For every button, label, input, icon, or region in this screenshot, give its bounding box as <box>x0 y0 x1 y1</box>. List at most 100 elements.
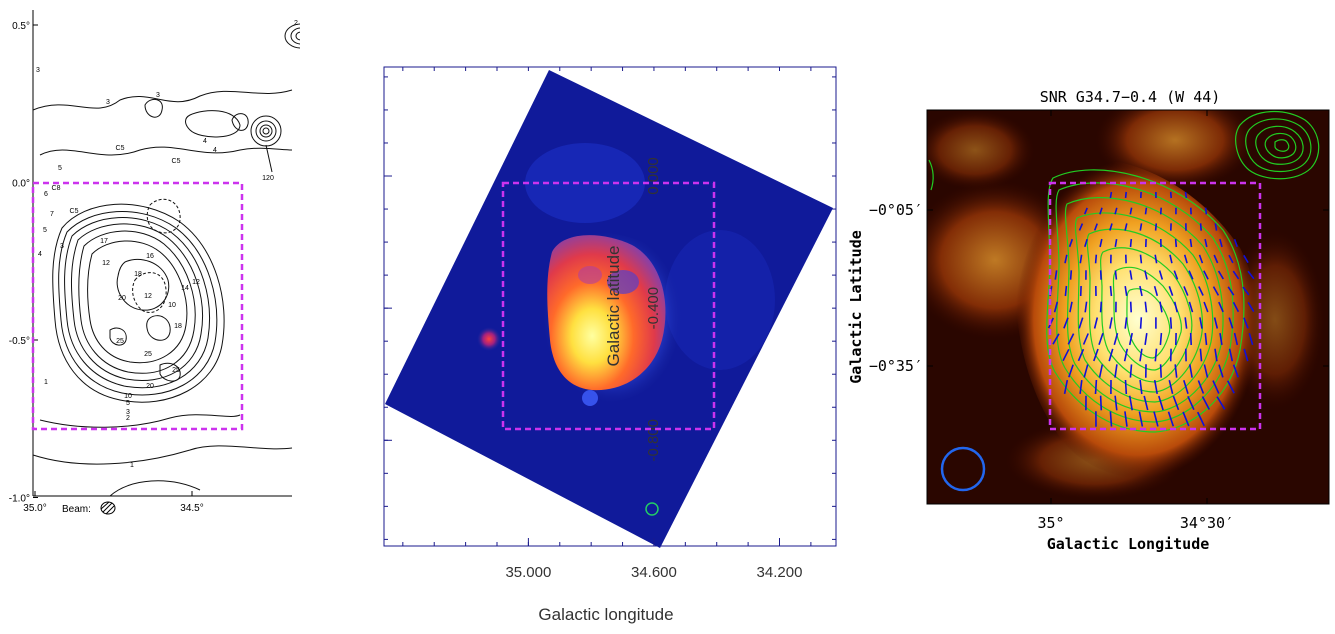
contour-label: C5 <box>70 208 79 215</box>
polarization-vector <box>1215 223 1216 230</box>
polarization-vector <box>1161 208 1162 215</box>
polarization-vector <box>1126 192 1127 198</box>
contour-label: 18 <box>134 271 142 278</box>
chart-title: SNR G34.7−0.4 (W 44) <box>1040 88 1221 106</box>
y-axis-label: Galactic latitude <box>604 246 623 367</box>
polarization-vector <box>1071 270 1072 279</box>
polarization-vector <box>1131 302 1132 313</box>
contour-label: 14 <box>181 285 189 292</box>
polarization-vector <box>1171 317 1172 328</box>
contour-label: 10 <box>168 302 176 309</box>
contour-label: 17 <box>100 238 108 245</box>
y-axis-label: Galactic Latitude <box>847 230 865 384</box>
x-tick-group: 35.0° 34.5° <box>23 491 203 514</box>
polarization-vector <box>1096 380 1097 394</box>
contour-label: C5 <box>116 145 125 152</box>
polarization-vector <box>1110 192 1111 198</box>
polarization-vector <box>1201 223 1202 230</box>
polarization-vector <box>1190 239 1191 247</box>
polarization-vector <box>1101 396 1102 411</box>
contour-label: 25 <box>116 338 124 345</box>
contour-map-panel: 0.5°0.0°-0.5°-1.0° 35.0°34.5° <box>0 0 300 520</box>
contour-label: 4 <box>38 251 42 258</box>
x-axis-label: Galactic longitude <box>538 605 673 624</box>
polarization-vector <box>1110 411 1111 426</box>
x-tick-label: 34.600 <box>631 564 677 581</box>
y-tick-label: −0°35′ <box>869 357 923 375</box>
contour-line <box>40 415 240 428</box>
polarization-vector <box>1146 208 1147 215</box>
polarization-vector <box>1176 239 1177 247</box>
polarization-panel: SNR G34.7−0.4 (W 44) <box>845 0 1335 560</box>
contour-label: 5 <box>126 400 130 407</box>
beam-symbol <box>101 502 115 514</box>
polarization-vector <box>1161 364 1162 377</box>
contour-line <box>59 211 217 395</box>
polarization-vector <box>1096 255 1097 264</box>
y-tick-label: -0.400 <box>645 287 662 330</box>
contour-label: 2 <box>126 415 130 422</box>
contour-line <box>110 481 200 496</box>
polarization-vector <box>1160 333 1161 345</box>
contour-label: 18 <box>174 323 182 330</box>
polarization-vector <box>1156 223 1157 230</box>
snr-cavity <box>578 266 602 284</box>
contour-line <box>232 114 248 131</box>
polarization-vector <box>1186 192 1187 198</box>
contour-label: 5 <box>43 227 47 234</box>
polarization-vector <box>1171 192 1172 198</box>
diffuse-emission <box>665 230 775 370</box>
contour-line <box>263 128 269 134</box>
contour-line <box>145 99 162 117</box>
polarization-vector <box>1065 286 1066 296</box>
contour-label: 3 <box>106 99 110 106</box>
polarization-vector <box>1111 286 1112 296</box>
contour-map: 0.5°0.0°-0.5°-1.0° 35.0°34.5° <box>0 0 300 520</box>
polarization-map: SNR G34.7−0.4 (W 44) <box>845 0 1335 560</box>
contour-line <box>33 446 292 464</box>
x-tick-label: 34.5° <box>180 503 203 514</box>
compact-source <box>582 390 598 406</box>
polarization-vector <box>1126 380 1127 394</box>
polarization-vector <box>1200 349 1201 362</box>
contour-line <box>260 125 272 137</box>
compact-source <box>477 327 501 351</box>
selection-box <box>33 183 242 429</box>
x-tick-label: 34°30′ <box>1180 514 1234 532</box>
x-axis-label: Galactic Longitude <box>1047 535 1210 553</box>
polarization-vector <box>1141 317 1142 328</box>
y-tick-label: 0.0° <box>12 179 30 190</box>
x-tick-label: 35.000 <box>505 564 551 581</box>
polarization-vector <box>1115 270 1116 279</box>
contour-label: 25 <box>144 351 152 358</box>
contour-label: 2 <box>294 20 298 27</box>
contour-label: 10 <box>124 393 132 400</box>
contour-line <box>117 259 169 310</box>
x-tick-label: 35° <box>1037 514 1064 532</box>
contour-line <box>40 147 292 155</box>
polarization-vector <box>1191 333 1192 345</box>
polarization-vector <box>1141 255 1142 264</box>
y-tick-label: 0.5° <box>12 21 30 32</box>
contour-line <box>186 111 241 137</box>
y-tick-label: 0.000 <box>645 157 662 195</box>
contour-label: 6 <box>44 191 48 198</box>
contour-line <box>256 121 276 141</box>
contour-label: 12 <box>192 279 200 286</box>
polarization-vector <box>1131 239 1132 247</box>
contour-label: 120 <box>262 175 274 182</box>
x-tick-label: 35.0° <box>23 503 46 514</box>
contour-label: 20 <box>118 295 126 302</box>
contour-label-group: 2C53334C54C556C8C57543171216181220141210… <box>36 20 300 469</box>
polarization-vector <box>1130 364 1131 377</box>
contour-line <box>79 231 195 373</box>
contour-label: 3 <box>156 92 160 99</box>
contour-lines <box>33 24 300 496</box>
contour-label: 12 <box>102 260 110 267</box>
contour-label: 4 <box>213 147 217 154</box>
negative-contours <box>133 199 181 312</box>
contour-line <box>147 316 171 341</box>
contour-label: 4 <box>203 138 207 145</box>
